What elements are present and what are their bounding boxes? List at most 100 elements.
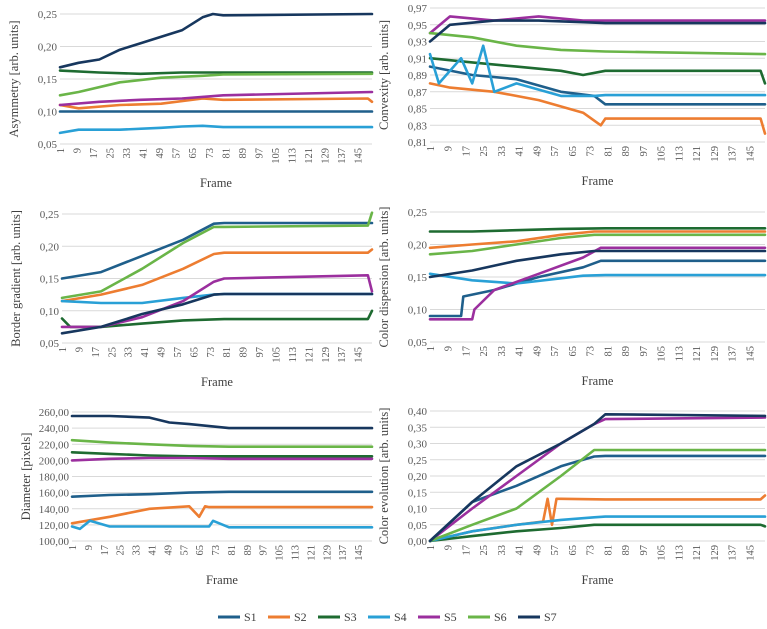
- x-tick-label: 121: [692, 146, 703, 162]
- x-tick-label: 137: [338, 545, 349, 561]
- x-tick-label: 57: [550, 545, 561, 556]
- x-tick-label: 137: [728, 146, 739, 162]
- y-tick-label: 0,00: [408, 536, 428, 548]
- x-tick-label: 49: [157, 347, 168, 358]
- series-line-s2: [58, 97, 374, 110]
- x-tick-label: 25: [479, 346, 490, 357]
- series-line-s3: [428, 56, 767, 85]
- y-tick-label: 140,00: [39, 504, 70, 516]
- series-line-s6: [70, 438, 374, 448]
- chart-color-dispersion: 0,05 0,10 0,15 0,20 0,25 1 9 17 25 33 41 49 57 65 73 81…: [377, 207, 767, 388]
- x-axis-label: Frame: [200, 176, 232, 190]
- legend-item-s2: S2: [268, 610, 307, 624]
- x-tick-label: 49: [155, 148, 166, 159]
- y-axis-label: Color dispersion [arb. units]: [377, 207, 391, 348]
- series-line-s1: [428, 259, 767, 318]
- y-tick-label: 0,05: [408, 337, 428, 349]
- x-tick-label: 1: [56, 148, 67, 153]
- y-tick-label: 160,00: [39, 488, 70, 500]
- y-tick-label: 0,15: [408, 272, 428, 284]
- series-line-s1: [70, 490, 374, 498]
- x-tick-label: 73: [586, 146, 597, 157]
- series-line-s6: [60, 211, 374, 300]
- series-line-s3: [428, 523, 767, 543]
- x-tick-label: 81: [222, 347, 233, 358]
- y-tick-label: 0,25: [38, 9, 58, 21]
- x-tick-label: 129: [321, 347, 332, 363]
- y-tick-label: 220,00: [39, 439, 70, 451]
- legend-label: S2: [294, 610, 307, 624]
- x-tick-label: 81: [603, 346, 614, 357]
- y-tick-label: 0,10: [408, 504, 428, 516]
- x-tick-label: 129: [320, 148, 331, 164]
- x-tick-label: 73: [586, 545, 597, 556]
- x-tick-label: 137: [728, 545, 739, 561]
- x-tick-label: 145: [354, 347, 365, 363]
- x-tick-label: 105: [271, 148, 282, 164]
- y-tick-label: 0,25: [408, 455, 428, 467]
- x-tick-label: 33: [124, 347, 135, 358]
- x-tick-label: 137: [728, 346, 739, 362]
- x-tick-label: 9: [73, 148, 84, 153]
- x-tick-label: 89: [621, 346, 632, 357]
- legend-item-s3: S3: [318, 610, 357, 624]
- x-tick-label: 9: [444, 545, 455, 550]
- y-tick-label: 0,15: [38, 74, 58, 86]
- x-tick-label: 97: [639, 545, 650, 556]
- x-tick-label: 73: [586, 346, 597, 357]
- legend-label: S3: [344, 610, 357, 624]
- legend-label: S1: [244, 610, 257, 624]
- y-tick-label: 0,20: [40, 241, 60, 253]
- series-line-s6: [58, 72, 374, 97]
- x-tick-label: 105: [272, 347, 283, 363]
- chart-border-gradient: 0,05 0,10 0,15 0,20 0,25 1 9 17 25 33 41 49 57 65 73 81…: [9, 209, 374, 389]
- x-tick-label: 113: [288, 347, 299, 362]
- legend-item-s7: S7: [518, 610, 557, 624]
- x-tick-label: 65: [568, 146, 579, 157]
- series-line-s2: [70, 505, 374, 525]
- x-tick-label: 113: [674, 545, 685, 560]
- series-line-s1: [428, 65, 767, 106]
- x-tick-label: 97: [255, 347, 266, 358]
- y-tick-label: 0,40: [408, 406, 428, 418]
- y-axis-label: Diameter [pixels]: [19, 433, 33, 521]
- y-tick-label: 180,00: [39, 472, 70, 484]
- x-tick-label: 145: [745, 545, 756, 561]
- x-tick-label: 97: [639, 146, 650, 157]
- y-axis-label: Convexity [arb. units]: [377, 20, 391, 130]
- series-line-s4: [428, 515, 767, 543]
- x-tick-label: 97: [639, 346, 650, 357]
- x-axis-label: Frame: [582, 374, 614, 388]
- series-line-s5: [428, 246, 767, 321]
- legend-item-s6: S6: [468, 610, 507, 624]
- series-line-s7: [58, 12, 374, 69]
- x-tick-label: 145: [745, 146, 756, 162]
- series-line-s3: [58, 69, 374, 76]
- x-tick-label: 65: [189, 347, 200, 358]
- y-axis-label: Border gradient [arb. units]: [9, 210, 23, 347]
- x-tick-label: 49: [163, 545, 174, 556]
- x-tick-label: 9: [84, 545, 95, 550]
- x-tick-label: 17: [461, 346, 472, 357]
- x-tick-label: 121: [692, 545, 703, 561]
- x-tick-label: 121: [304, 148, 315, 164]
- x-tick-label: 129: [710, 346, 721, 362]
- y-tick-label: 0,10: [40, 306, 60, 318]
- x-tick-label: 73: [206, 347, 217, 358]
- y-tick-label: 0,83: [408, 120, 428, 132]
- x-tick-label: 25: [479, 146, 490, 157]
- legend-label: S7: [544, 610, 557, 624]
- panels: 0,050,100,150,200,251 9 17 25 33 41 49 57 65 73 81…: [7, 3, 767, 587]
- x-tick-label: 65: [568, 545, 579, 556]
- series-line-s5: [58, 90, 374, 107]
- series-line-s3: [70, 451, 374, 458]
- series-line-s6: [428, 448, 767, 543]
- x-tick-label: 57: [550, 146, 561, 157]
- series-line-s4: [428, 272, 767, 285]
- y-tick-label: 0,87: [408, 87, 428, 99]
- x-tick-label: 33: [497, 545, 508, 556]
- y-tick-label: 200,00: [39, 455, 70, 467]
- x-tick-label: 57: [172, 148, 183, 159]
- x-tick-label: 1: [426, 545, 437, 550]
